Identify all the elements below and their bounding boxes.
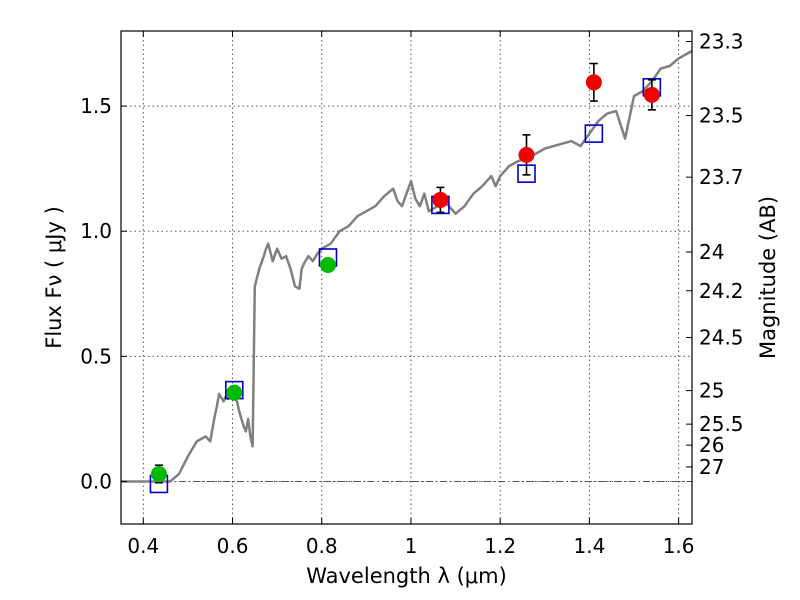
y-axis-label: Flux Fν ( μJy ) (42, 206, 66, 349)
x-tick-label: 0.6 (217, 534, 249, 558)
x-tick-label: 1.2 (484, 534, 516, 558)
x-tick-label: 0.8 (306, 534, 338, 558)
y-tick-label: 1.5 (80, 94, 112, 118)
mag-tick-label: 23.7 (699, 165, 744, 189)
detection-point (518, 146, 535, 163)
x-axis-label: Wavelength λ (μm) (306, 564, 507, 588)
grid (121, 31, 692, 524)
mag-tick-label: 26 (699, 433, 724, 457)
x-tick-label: 1.4 (573, 534, 605, 558)
detection-point (432, 191, 449, 208)
x-tick-label: 1 (405, 534, 418, 558)
detection-point (226, 384, 243, 401)
y-tick-label: 1.0 (80, 219, 112, 243)
mag-tick-label: 25.5 (699, 412, 744, 436)
detection-point (585, 74, 602, 91)
x-tick-label: 1.6 (663, 534, 695, 558)
detection-point (150, 465, 167, 482)
y2-axis-label: Magnitude (AB) (756, 196, 780, 359)
mag-tick-label: 23.3 (699, 30, 744, 54)
model-photometry-square (584, 124, 604, 143)
detection-point (643, 86, 660, 103)
x-tick-label: 0.4 (127, 534, 159, 558)
plot-frame (120, 30, 693, 525)
y-tick-label: 0.0 (80, 469, 112, 493)
mag-tick-label: 25 (699, 379, 724, 403)
mag-tick-label: 24.5 (699, 326, 744, 350)
tick-labels: 0.4 0.6 0.8 1 1.2 1.4 1.6 0.0 0.5 1.0 1.5 23.3 23.5 2… (80, 30, 743, 558)
mag-tick-label: 27 (699, 455, 724, 479)
mag-tick-label: 24 (699, 240, 724, 264)
y-tick-label: 0.5 (80, 344, 112, 368)
ticks (121, 31, 692, 524)
detections-layer (150, 62, 660, 484)
mag-tick-label: 24.2 (699, 279, 744, 303)
detection-point (319, 256, 336, 273)
mag-tick-label: 23.5 (699, 104, 744, 128)
